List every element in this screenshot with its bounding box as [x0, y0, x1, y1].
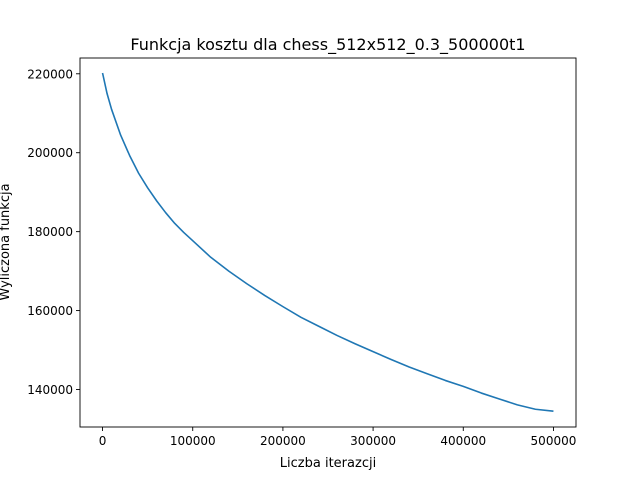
x-tick-label: 100000 [170, 434, 216, 448]
y-tick-label: 140000 [27, 383, 73, 397]
series-line-0 [101, 72, 554, 413]
y-tick-label: 160000 [27, 304, 73, 318]
y-tick-label: 200000 [27, 146, 73, 160]
chart-title: Funkcja kosztu dla chess_512x512_0.3_500… [130, 35, 525, 55]
x-axis: 0 100000 200000 300000 400000 500000 [99, 427, 577, 448]
x-tick-label: 200000 [260, 434, 306, 448]
y-tick-label: 220000 [27, 67, 73, 81]
x-tick-label: 0 [99, 434, 107, 448]
y-axis-label: Wyliczona funkcja [0, 183, 13, 300]
x-tick-label: 300000 [350, 434, 396, 448]
x-axis-label: Liczba iterazcji [280, 456, 376, 471]
y-tick-label: 180000 [27, 225, 73, 239]
x-tick-label: 500000 [531, 434, 577, 448]
plot-area [79, 57, 577, 428]
x-tick-label: 400000 [440, 434, 486, 448]
plot-frame [79, 57, 577, 428]
y-axis: 140000 160000 180000 200000 220000 [27, 67, 80, 397]
